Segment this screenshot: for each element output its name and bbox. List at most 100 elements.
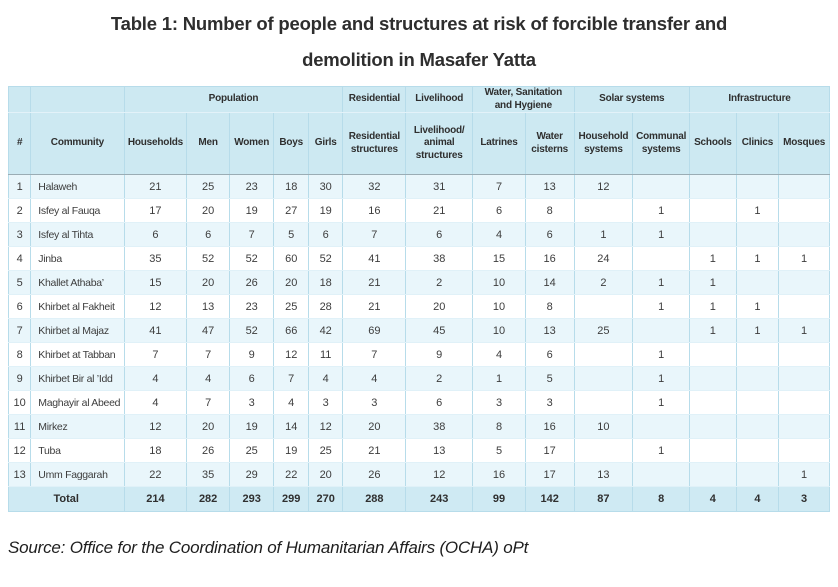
value-cell: 13 [186, 294, 230, 319]
column-header-cell: Water cisterns [524, 112, 575, 175]
table-title-line1: Table 1: Number of people and structures… [110, 13, 728, 34]
column-header-cell: Girls [307, 112, 344, 175]
value-cell: 24 [573, 246, 634, 271]
value-cell: 7 [472, 174, 526, 199]
value-cell: 1 [735, 246, 780, 271]
total-value-cell: 8 [632, 486, 691, 512]
row-number-cell: 6 [7, 294, 32, 319]
value-cell [573, 294, 634, 319]
value-cell: 1 [689, 318, 737, 343]
community-cell: Jinba [30, 246, 125, 271]
value-cell: 8 [524, 294, 575, 319]
value-cell: 28 [307, 294, 344, 319]
column-header-cell: Community [30, 112, 125, 175]
value-cell: 21 [342, 270, 407, 295]
group-header-cell: Residential [342, 86, 407, 113]
value-cell: 19 [228, 414, 275, 439]
value-cell: 13 [524, 318, 575, 343]
value-cell: 22 [123, 462, 188, 487]
community-cell: Umm Faggarah [30, 462, 125, 487]
column-header-cell: # [7, 112, 32, 175]
value-cell: 10 [573, 414, 634, 439]
value-cell: 6 [405, 390, 474, 415]
value-cell [689, 414, 737, 439]
table-row: 7 Khirbet al Majaz 41 47 52 66 42 69 45 10 13 25 1 1 1 [7, 318, 830, 343]
community-cell: Maghayir al Abeed [30, 390, 125, 415]
row-number-cell: 7 [7, 318, 32, 343]
table-row: 5 Khallet Athaba’ 15 20 26 20 18 21 2 10 14 2 1 1 [7, 270, 830, 295]
value-cell: 47 [186, 318, 230, 343]
value-cell: 20 [342, 414, 407, 439]
value-cell: 32 [342, 174, 407, 199]
value-cell: 21 [342, 438, 407, 463]
value-cell: 25 [228, 438, 275, 463]
total-value-cell: 142 [524, 486, 575, 512]
value-cell: 8 [524, 198, 575, 223]
column-header-cell: Residential structures [342, 112, 407, 175]
value-cell: 18 [307, 270, 344, 295]
column-header-cell: Clinics [735, 112, 780, 175]
source-note: Source: Office for the Coordination of H… [8, 538, 529, 557]
value-cell: 13 [573, 462, 634, 487]
value-cell [573, 390, 634, 415]
value-cell: 4 [472, 342, 526, 367]
total-value-cell: 214 [123, 486, 188, 512]
value-cell: 20 [186, 414, 230, 439]
table-body: 1 Halaweh 21 25 23 18 30 32 31 7 13 12 2 Isfey al Fau… [7, 174, 830, 487]
value-cell: 26 [342, 462, 407, 487]
table-row: 6 Khirbet al Fakheit 12 13 23 25 28 21 20 10 8 1 1 1 [7, 294, 830, 319]
table-head: Population Residential Livelihood Water, Sa… [7, 86, 830, 175]
group-header-cell: Water, Sanitation and Hygiene [472, 86, 575, 113]
column-header-cell: Women [228, 112, 275, 175]
value-cell [689, 198, 737, 223]
value-cell: 1 [573, 222, 634, 247]
column-header-cell: Communal systems [632, 112, 691, 175]
value-cell: 1 [778, 246, 830, 271]
value-cell: 1 [735, 198, 780, 223]
row-number-cell: 3 [7, 222, 32, 247]
value-cell: 13 [405, 438, 474, 463]
total-value-cell: 288 [342, 486, 407, 512]
value-cell: 6 [186, 222, 230, 247]
value-cell: 1 [472, 366, 526, 391]
value-cell [735, 222, 780, 247]
value-cell: 1 [778, 318, 830, 343]
value-cell: 6 [228, 366, 275, 391]
value-cell: 52 [186, 246, 230, 271]
value-cell: 3 [307, 390, 344, 415]
value-cell: 31 [405, 174, 474, 199]
value-cell: 9 [228, 342, 275, 367]
table-row: 9 Khirbet Bir al ’Idd 4 4 6 7 4 4 2 1 5 1 [7, 366, 830, 391]
total-value-cell: 87 [573, 486, 634, 512]
value-cell: 30 [307, 174, 344, 199]
value-cell: 6 [405, 222, 474, 247]
value-cell: 6 [123, 222, 188, 247]
value-cell [689, 366, 737, 391]
total-value-cell: 293 [228, 486, 275, 512]
value-cell: 1 [632, 294, 691, 319]
value-cell: 17 [123, 198, 188, 223]
value-cell: 3 [228, 390, 275, 415]
value-cell: 20 [186, 198, 230, 223]
value-cell: 17 [524, 462, 575, 487]
value-cell: 12 [273, 342, 309, 367]
value-cell [778, 222, 830, 247]
community-cell: Khirbet al Majaz [30, 318, 125, 343]
value-cell: 13 [524, 174, 575, 199]
value-cell: 15 [123, 270, 188, 295]
value-cell: 10 [472, 270, 526, 295]
value-cell: 26 [228, 270, 275, 295]
value-cell: 4 [123, 366, 188, 391]
value-cell [632, 414, 691, 439]
value-cell: 9 [405, 342, 474, 367]
value-cell: 3 [342, 390, 407, 415]
value-cell: 12 [573, 174, 634, 199]
value-cell: 7 [186, 342, 230, 367]
value-cell: 19 [273, 438, 309, 463]
value-cell: 16 [524, 246, 575, 271]
page: Table 1: Number of people and structures… [7, 13, 830, 557]
value-cell: 4 [472, 222, 526, 247]
value-cell: 5 [472, 438, 526, 463]
value-cell: 7 [273, 366, 309, 391]
value-cell [778, 438, 830, 463]
